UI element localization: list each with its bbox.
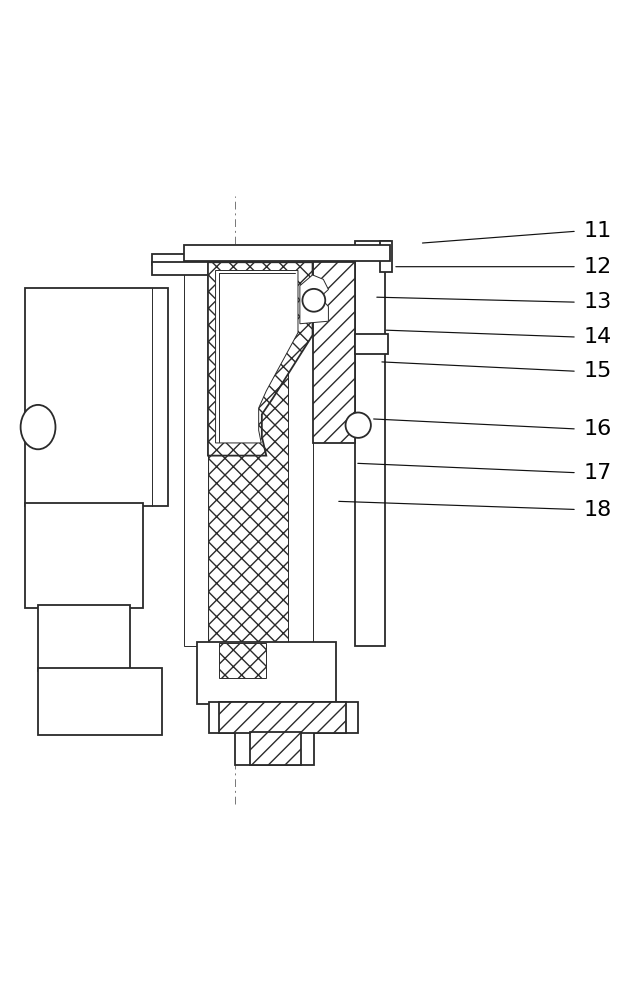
Bar bbox=[152, 254, 365, 265]
Bar bbox=[288, 256, 313, 646]
Bar bbox=[355, 334, 388, 354]
Bar bbox=[184, 245, 390, 261]
Text: 18: 18 bbox=[583, 500, 612, 520]
Text: 12: 12 bbox=[583, 257, 612, 277]
Bar bbox=[197, 642, 336, 704]
Bar bbox=[250, 732, 301, 765]
Bar bbox=[25, 503, 143, 608]
Bar bbox=[38, 668, 162, 735]
Polygon shape bbox=[216, 270, 298, 443]
Ellipse shape bbox=[20, 405, 56, 449]
Polygon shape bbox=[313, 262, 355, 443]
Text: 16: 16 bbox=[583, 419, 612, 439]
Text: 13: 13 bbox=[583, 292, 612, 312]
Bar bbox=[219, 702, 346, 733]
Text: 14: 14 bbox=[583, 327, 612, 347]
Text: 15: 15 bbox=[583, 361, 612, 381]
Bar bbox=[235, 732, 314, 765]
Polygon shape bbox=[208, 262, 313, 456]
Bar bbox=[152, 262, 260, 275]
Bar bbox=[25, 288, 168, 506]
Bar bbox=[184, 256, 208, 646]
Bar bbox=[219, 643, 266, 678]
Bar bbox=[355, 241, 390, 259]
Text: 11: 11 bbox=[583, 221, 612, 241]
Bar bbox=[208, 253, 289, 646]
Bar bbox=[355, 256, 385, 646]
Circle shape bbox=[302, 289, 325, 312]
Bar bbox=[209, 702, 358, 733]
Circle shape bbox=[346, 413, 371, 438]
Bar bbox=[38, 605, 130, 671]
Text: 17: 17 bbox=[583, 463, 612, 483]
Polygon shape bbox=[300, 275, 328, 324]
Bar bbox=[380, 241, 392, 272]
